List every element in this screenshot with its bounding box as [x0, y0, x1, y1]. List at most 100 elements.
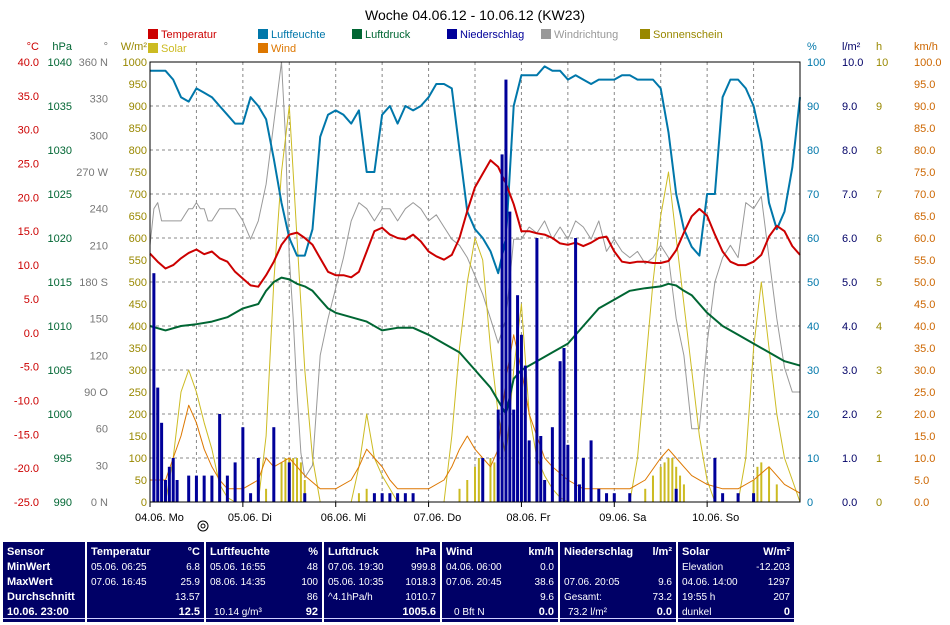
left-axis-tick-label: 15.0 — [18, 226, 39, 238]
right-axis-tick-label: 40.0 — [914, 321, 935, 333]
right-axis-tick-label: 30 — [807, 365, 819, 377]
sonnenschein-bar — [489, 458, 492, 502]
left-axis-tick-label: 995 — [54, 453, 72, 465]
sonnenschein-bar — [682, 484, 685, 502]
right-axis-tick-label: 20.0 — [914, 409, 935, 421]
luftfeuchte-max: 100 — [301, 577, 318, 588]
sonnenschein-bar — [667, 458, 670, 502]
left-axis-tick-label: 850 — [129, 123, 147, 135]
right-axis-tick-label: 2 — [876, 409, 882, 421]
niederschlag-bar — [380, 493, 384, 502]
right-axis-tick-label: 5.0 — [842, 277, 857, 289]
wind-min: 0.0 — [540, 562, 554, 573]
right-axis-tick-label: 10.0 — [842, 57, 863, 69]
x-tick-label: 10.06. So — [692, 512, 739, 524]
left-axis-tick-label: 270 W — [76, 167, 108, 179]
niederschlag-bar — [218, 414, 222, 502]
left-axis-tick-label: 300 — [90, 130, 108, 142]
right-axis-tick-label: 90.0 — [914, 101, 935, 113]
right-axis-tick-label: 6 — [876, 233, 882, 245]
luftdruck-title: Luftdruck — [328, 546, 379, 558]
left-axis-tick-label: 550 — [129, 255, 147, 267]
legend-swatch — [352, 29, 362, 39]
left-axis-tick-label: 1035 — [48, 101, 72, 113]
left-axis-tick-label: 0 N — [91, 497, 108, 509]
temperatur-max: 25.9 — [180, 577, 200, 588]
sonnenschein-bar — [679, 475, 682, 502]
legend-swatch — [258, 29, 268, 39]
left-axis-tick-label: 1015 — [48, 277, 72, 289]
temperatur-unit: °C — [187, 546, 200, 558]
left-axis-tick-label: 250 — [129, 387, 147, 399]
right-axis-tick-label: 6.0 — [842, 233, 857, 245]
legend-label: Wind — [271, 43, 296, 55]
left-axis-tick-label: 210 — [90, 240, 108, 252]
legend-label: Solar — [161, 43, 187, 55]
left-axis-unit: hPa — [52, 41, 72, 53]
right-axis-tick-label: 25.0 — [914, 387, 935, 399]
niederschlag-title: Niederschlag — [564, 546, 634, 558]
left-axis-tick-label: 800 — [129, 145, 147, 157]
niederschlag-max-time: 07.06. 20:05 — [564, 577, 620, 588]
left-axis-tick-label: 700 — [129, 189, 147, 201]
luftfeuchte-cell: Luftfeuchte% 05.06. 16:55 48 08.06. 14:35… — [206, 542, 322, 622]
right-axis-unit: % — [807, 41, 817, 53]
left-axis-tick-label: 5.0 — [24, 294, 39, 306]
sonnenschein-bar — [477, 458, 480, 502]
sonnenschein-bar — [644, 488, 647, 502]
zoom-indicator-icon[interactable] — [197, 520, 209, 532]
niederschlag-bar — [249, 493, 253, 502]
left-axis-tick-label: 150 — [129, 431, 147, 443]
right-axis-tick-label: 3 — [876, 365, 882, 377]
series-line-luftdruck — [149, 276, 801, 415]
niederschlag-bar — [558, 361, 562, 502]
sonnenschein-bar — [671, 458, 674, 502]
luftdruck-trend: ^4.1hPa/h — [328, 592, 373, 603]
niederschlag-bar — [411, 493, 415, 502]
niederschlag-bar — [225, 475, 229, 502]
right-axis-tick-label: 95.0 — [914, 79, 935, 91]
luftdruck-min: 999.8 — [410, 562, 436, 573]
niederschlag-cell: Niederschlag l/m² 07.06. 20:05 9.6 Gesamt:… — [560, 542, 676, 622]
left-axis-tick-label: 180 S — [79, 277, 108, 289]
niederschlag-bar — [597, 488, 601, 502]
right-axis-tick-label: 60.0 — [914, 233, 935, 245]
sonnenschein-bar — [651, 475, 654, 502]
solar-elevation-label: Elevation — [682, 562, 724, 573]
niederschlag-bar — [396, 493, 400, 502]
left-axis-tick-label: 240 — [90, 204, 108, 216]
left-axis-tick-label: 0.0 — [24, 328, 39, 340]
left-axis-tick-label: 50 — [135, 475, 147, 487]
wind-max: 38.6 — [534, 577, 554, 588]
luftfeuchte-min: 48 — [306, 562, 318, 573]
niederschlag-bar — [202, 475, 206, 502]
left-axis-tick-label: 30.0 — [18, 125, 39, 137]
temperatur-avg: 13.57 — [174, 592, 200, 603]
right-axis-tick-label: 8.0 — [842, 145, 857, 157]
right-axis-tick-label: 75.0 — [914, 167, 935, 179]
niederschlag-bar — [272, 427, 276, 502]
right-axis-tick-label: 70 — [807, 189, 819, 201]
right-axis-tick-label: 50 — [807, 277, 819, 289]
left-axis-unit: ° — [104, 41, 108, 53]
statistics-panel: Sensor MinWert MaxWert Durchschnitt 10.0… — [0, 539, 950, 625]
luftdruck-max-time: 05.06. 10:35 — [328, 577, 384, 588]
left-axis-tick-label: -5.0 — [20, 362, 39, 374]
right-axis-tick-label: 9 — [876, 101, 882, 113]
niederschlag-bar — [581, 458, 585, 502]
left-axis-tick-label: 120 — [90, 350, 108, 362]
wind-beaufort: 0 Bft N — [454, 607, 485, 618]
x-tick-label: 04.06. Mo — [135, 512, 184, 524]
left-axis-tick-label: -25.0 — [14, 497, 39, 509]
right-axis-tick-label: 80 — [807, 145, 819, 157]
niederschlag-bar — [713, 458, 717, 502]
niederschlag-bar — [543, 480, 547, 502]
sonnenschein-bar — [292, 458, 295, 502]
right-axis-tick-label: 10 — [807, 453, 819, 465]
legend-swatch — [148, 29, 158, 39]
niederschlag-now: 0.0 — [656, 606, 672, 618]
niederschlag-bar — [589, 440, 593, 502]
legend-label: Luftdruck — [365, 29, 411, 41]
right-axis-tick-label: 8 — [876, 145, 882, 157]
minwert-label: MinWert — [7, 561, 51, 573]
